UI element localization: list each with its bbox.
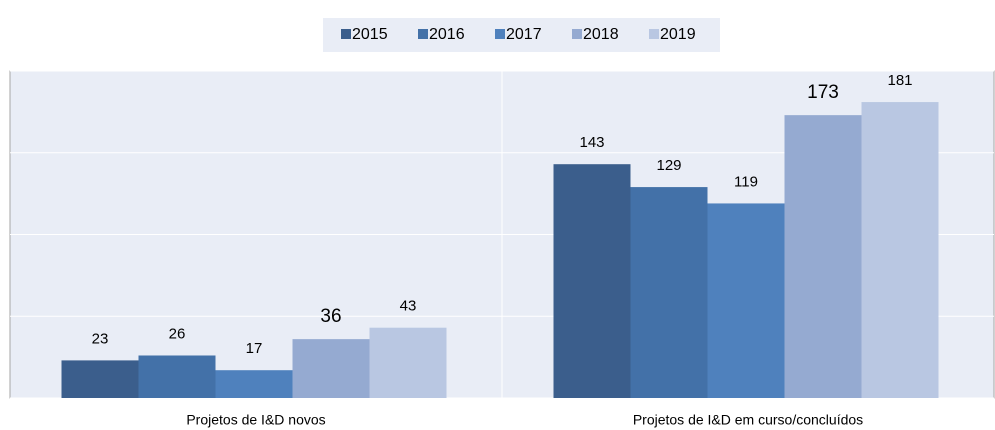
legend-label: 2016: [429, 26, 465, 43]
legend-swatch: [495, 29, 505, 39]
bar: [61, 360, 139, 398]
legend-label: 2018: [583, 26, 619, 43]
data-label: 119: [734, 173, 758, 190]
bar: [138, 355, 216, 398]
data-label: 129: [656, 157, 681, 174]
data-label: 23: [92, 330, 109, 347]
legend-swatch: [649, 29, 659, 39]
data-label: 17: [246, 340, 263, 357]
data-label: 143: [579, 134, 604, 151]
bar: [553, 164, 631, 398]
data-label: 36: [320, 306, 341, 327]
data-label: 173: [807, 82, 839, 103]
bar: [215, 370, 293, 398]
legend-label: 2017: [506, 26, 542, 43]
data-label: 181: [887, 72, 912, 89]
bar: [369, 327, 447, 398]
legend-label: 2019: [660, 26, 696, 43]
bar: [707, 203, 785, 398]
data-label: 43: [400, 298, 417, 315]
bar: [630, 187, 708, 398]
bar: [784, 115, 862, 399]
legend-swatch: [572, 29, 582, 39]
legend-label: 2015: [352, 26, 388, 43]
legend-swatch: [418, 29, 428, 39]
data-label: 26: [169, 325, 186, 342]
x-tick-label: Projetos de I&D novos: [186, 412, 325, 428]
legend-swatch: [341, 29, 351, 39]
x-tick-label: Projetos de I&D em curso/concluídos: [633, 412, 863, 428]
bar: [292, 339, 370, 398]
bar: [861, 102, 939, 398]
